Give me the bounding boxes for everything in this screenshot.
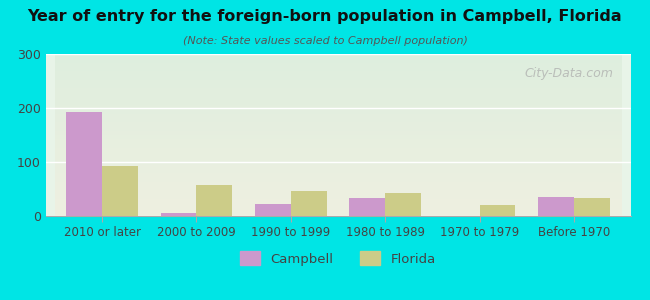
Bar <box>574 198 610 216</box>
Bar <box>161 213 196 216</box>
Bar <box>349 198 385 216</box>
Text: Year of entry for the foreign-born population in Campbell, Florida: Year of entry for the foreign-born popul… <box>28 9 622 24</box>
Bar <box>385 193 421 216</box>
Bar <box>196 185 232 216</box>
Text: City-Data.com: City-Data.com <box>524 67 613 80</box>
Text: (Note: State values scaled to Campbell population): (Note: State values scaled to Campbell p… <box>183 36 467 46</box>
Bar <box>538 197 574 216</box>
Bar <box>66 112 102 216</box>
Bar <box>255 204 291 216</box>
Bar <box>102 166 138 216</box>
Bar <box>480 205 515 216</box>
Bar <box>291 190 327 216</box>
Legend: Campbell, Florida: Campbell, Florida <box>235 246 441 271</box>
